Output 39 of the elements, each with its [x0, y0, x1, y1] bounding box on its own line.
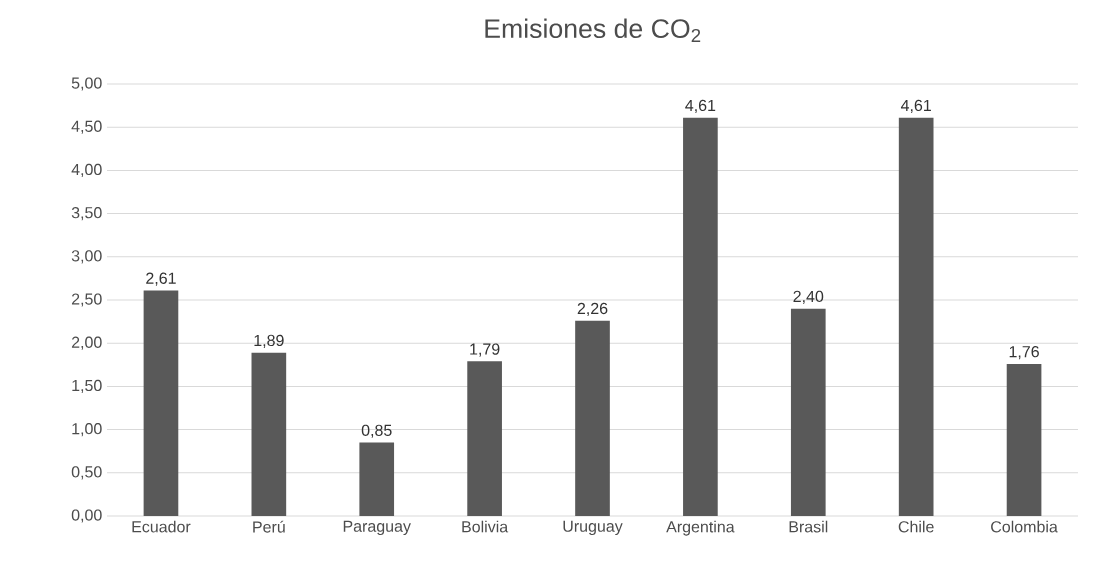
bar — [898, 117, 934, 516]
y-tick-label: 3,00 — [71, 250, 102, 264]
x-tick-label: Brasil — [789, 520, 828, 533]
data-label: 1,89 — [254, 334, 284, 348]
bar — [143, 290, 179, 516]
x-tick-label: Chile — [898, 520, 934, 533]
y-tick-label: 2,00 — [71, 336, 102, 350]
y-tick-label: 4,50 — [71, 120, 102, 134]
y-tick-label: 4,00 — [71, 163, 102, 178]
bar — [251, 352, 287, 516]
x-tick-label: Colombia — [991, 520, 1058, 533]
x-tick-label: Bolivia — [462, 520, 509, 533]
x-tick-label: Ecuador — [132, 520, 191, 533]
x-tick-label: Uruguay — [563, 520, 623, 536]
bar — [467, 361, 502, 516]
data-label: 0,85 — [361, 424, 392, 438]
data-label: 4,61 — [685, 99, 716, 113]
bar — [790, 308, 826, 516]
data-label: 4,61 — [900, 99, 931, 113]
chart-title: Emisiones de CO$_{2}$ — [485, 18, 701, 42]
data-label: 2,61 — [146, 272, 176, 286]
data-label: 2,26 — [577, 302, 608, 317]
y-tick-label: 0,00 — [71, 509, 102, 523]
x-tick-label: Paraguay — [343, 520, 411, 536]
y-tick-label: 5,00 — [71, 77, 102, 91]
data-label: 1,79 — [470, 343, 500, 357]
x-tick-label: Argentina — [666, 520, 735, 536]
bar — [1006, 363, 1042, 516]
y-tick-label: 1,00 — [72, 423, 102, 437]
y-tick-label: 2,50 — [71, 293, 102, 307]
y-tick-label: 0,50 — [71, 466, 102, 480]
data-label: 1,76 — [1009, 346, 1039, 360]
x-tick-label: Perú — [253, 520, 285, 533]
bar — [575, 320, 610, 516]
data-label: 2,40 — [793, 290, 824, 304]
bar — [683, 117, 718, 516]
y-tick-label: 1,50 — [72, 379, 102, 394]
y-tick-label: 3,50 — [71, 207, 102, 221]
bar — [359, 442, 395, 516]
